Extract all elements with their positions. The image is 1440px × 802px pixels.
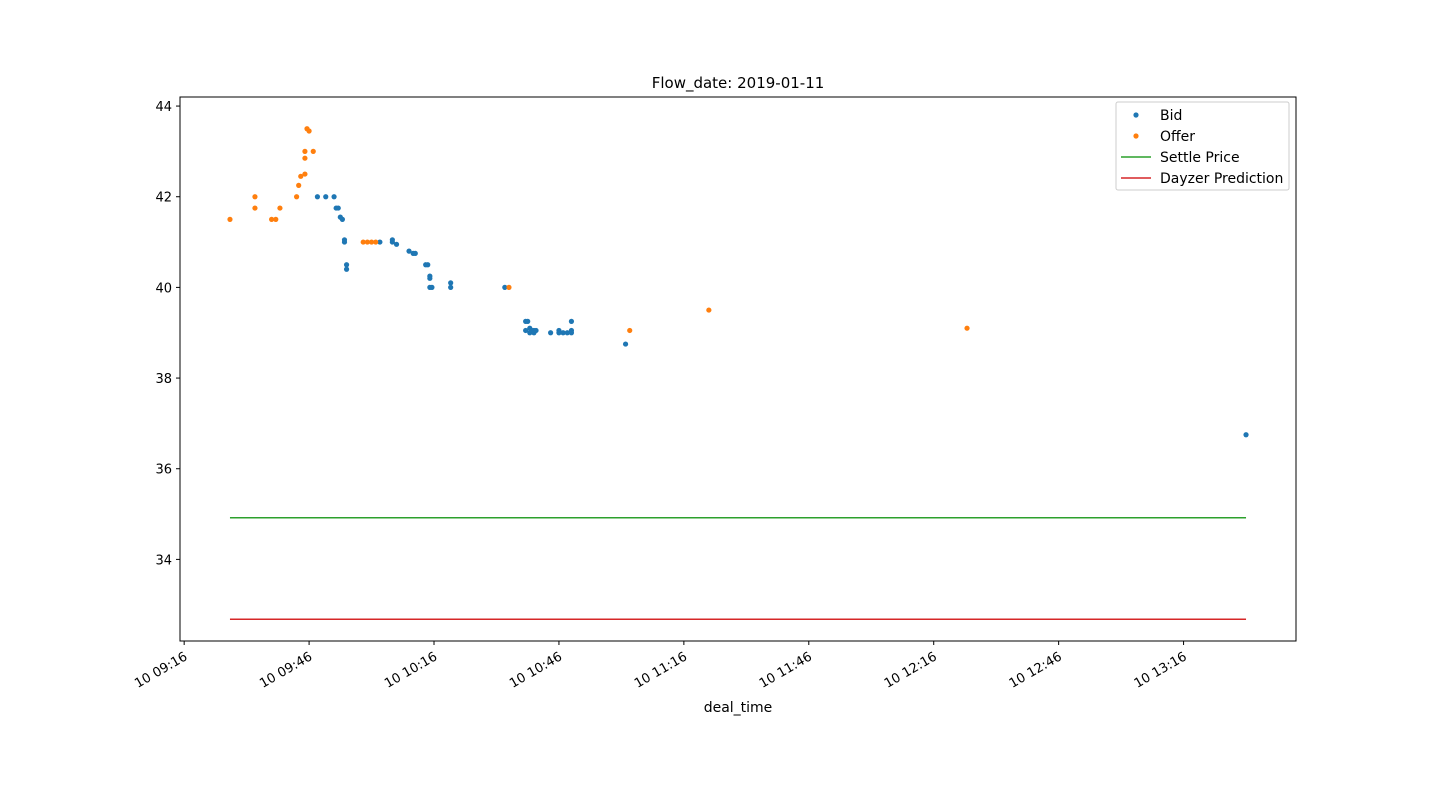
point-bid xyxy=(448,280,454,286)
point-offer xyxy=(627,327,633,334)
legend-label: Offer xyxy=(1160,129,1195,145)
y-tick-label: 38 xyxy=(155,372,172,387)
point-offer xyxy=(706,307,712,313)
point-offer xyxy=(252,194,258,200)
plot-area-frame xyxy=(179,96,1297,642)
point-offer xyxy=(298,173,304,179)
point-offer xyxy=(306,128,312,134)
point-bid xyxy=(429,284,435,290)
point-bid xyxy=(427,275,433,281)
point-offer xyxy=(227,216,233,222)
point-offer xyxy=(506,284,512,290)
y-tick-label: 34 xyxy=(155,553,172,568)
point-bid xyxy=(556,330,562,336)
point-bid xyxy=(393,241,400,247)
legend-label: Dayzer Prediction xyxy=(1160,171,1283,187)
y-tick-label: 36 xyxy=(155,463,172,478)
chart-title: Flow_date: 2019-01-11 xyxy=(652,74,825,93)
point-offer xyxy=(360,239,366,245)
point-bid xyxy=(425,262,431,268)
point-bid xyxy=(568,318,575,324)
point-bid xyxy=(323,194,329,200)
series-points xyxy=(227,126,1249,438)
y-tick-label: 44 xyxy=(155,100,172,115)
point-bid xyxy=(331,194,337,200)
point-bid xyxy=(343,266,350,272)
point-bid xyxy=(339,216,346,222)
point-bid xyxy=(1243,432,1249,438)
legend-swatch xyxy=(1133,112,1139,118)
y-tick-label: 42 xyxy=(155,191,172,206)
point-bid xyxy=(314,194,321,200)
point-offer xyxy=(964,325,970,331)
y-axis-ticks: 34 36 38 40 42 44 xyxy=(155,100,180,568)
point-bid xyxy=(523,327,529,334)
point-bid xyxy=(448,284,454,290)
point-bid xyxy=(568,330,575,336)
point-bid xyxy=(564,330,570,336)
point-offer xyxy=(252,205,258,211)
point-bid xyxy=(341,239,348,245)
point-bid xyxy=(560,330,566,336)
legend: Bid Offer Settle Price Dayzer Prediction xyxy=(1115,101,1290,191)
point-bid xyxy=(502,284,508,290)
point-offer xyxy=(273,216,279,222)
legend-label: Settle Price xyxy=(1160,150,1240,166)
x-axis-label: deal_time xyxy=(704,700,773,716)
point-offer xyxy=(302,171,308,177)
point-bid xyxy=(377,239,383,245)
point-offer xyxy=(373,239,379,245)
point-bid xyxy=(406,248,412,254)
point-bid xyxy=(412,250,418,256)
point-offer xyxy=(269,216,275,222)
point-bid xyxy=(533,327,539,334)
point-bid xyxy=(343,262,350,268)
legend-label: Bid xyxy=(1160,108,1182,124)
point-offer xyxy=(277,205,283,211)
point-bid xyxy=(335,205,341,211)
legend-swatch xyxy=(1133,133,1139,139)
point-offer xyxy=(293,194,300,200)
point-offer xyxy=(364,239,370,245)
point-bid xyxy=(389,239,395,245)
point-bid xyxy=(622,341,629,347)
legend-box xyxy=(1115,101,1290,191)
point-bid xyxy=(525,318,531,324)
point-bid xyxy=(548,330,554,336)
point-offer xyxy=(368,239,375,245)
point-offer xyxy=(310,148,316,154)
series-lines xyxy=(229,516,1247,620)
point-offer xyxy=(302,148,308,154)
y-tick-label: 40 xyxy=(155,281,172,296)
point-offer xyxy=(296,182,302,188)
point-offer xyxy=(302,155,308,161)
